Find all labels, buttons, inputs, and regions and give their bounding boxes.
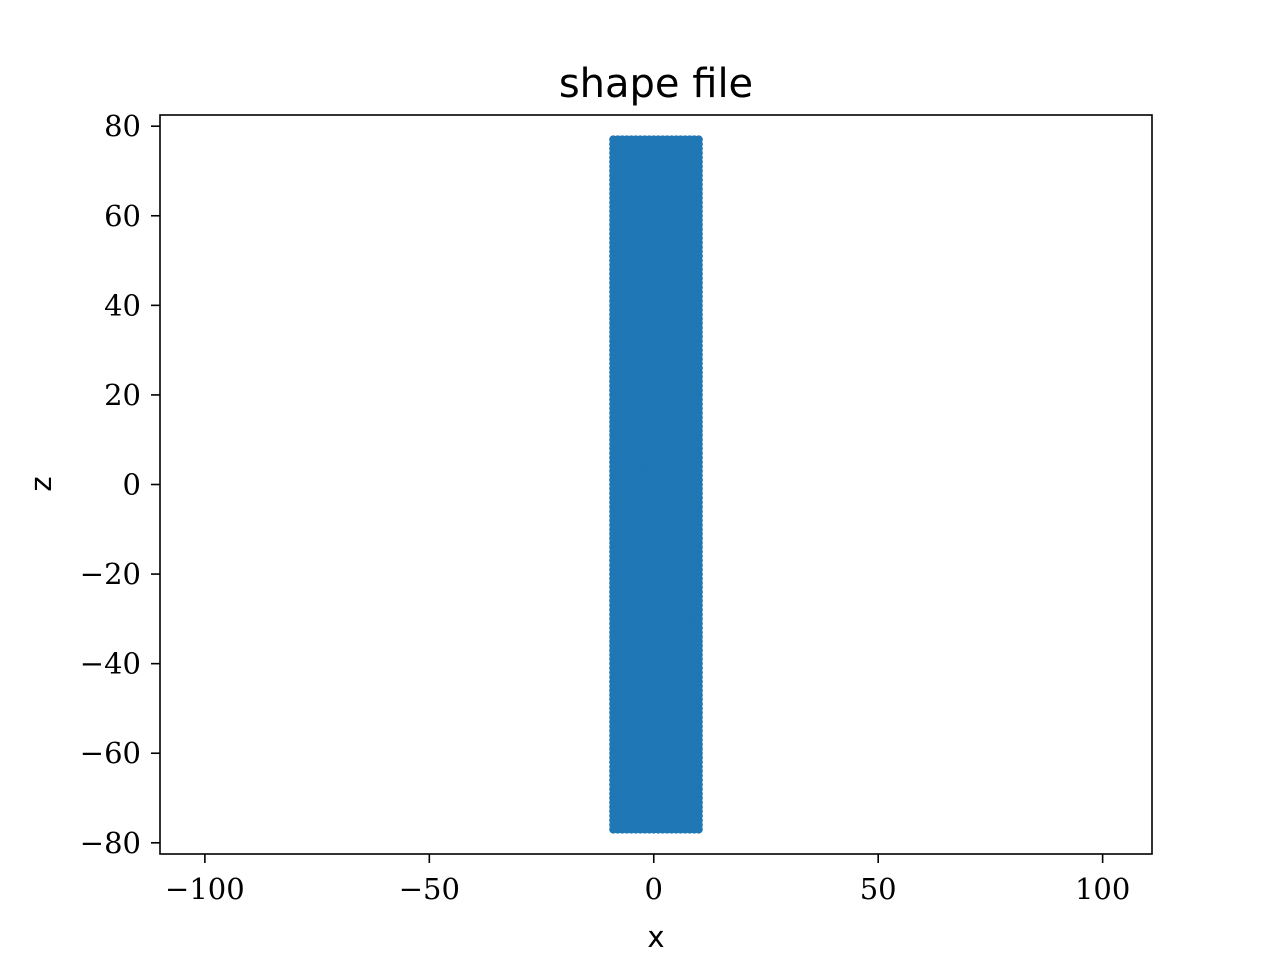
plot-area — [159, 114, 1153, 855]
y-tick-label: 80 — [104, 109, 141, 143]
y-tick-label: 60 — [104, 199, 141, 233]
x-tick-label: −50 — [399, 872, 460, 906]
x-axis: −100 −50 0 50 100 — [165, 854, 1130, 906]
y-tick-label: −60 — [80, 736, 141, 770]
y-tick-label: 0 — [123, 468, 141, 502]
y-tick-label: −40 — [80, 647, 141, 681]
y-tick-label: −20 — [80, 557, 141, 591]
x-tick-label: −100 — [165, 872, 245, 906]
scatter-point — [694, 135, 703, 144]
y-axis-label: z — [24, 476, 58, 491]
scatter-markers — [609, 135, 703, 834]
y-tick-label: 20 — [104, 378, 141, 412]
y-tick-label: 40 — [104, 288, 141, 322]
x-tick-label: 100 — [1075, 872, 1130, 906]
y-axis: −80 −60 −40 −20 0 20 40 60 80 — [80, 109, 160, 860]
y-tick-label: −80 — [80, 826, 141, 860]
x-axis-label: x — [647, 920, 664, 954]
x-tick-label: 0 — [645, 872, 663, 906]
x-tick-label: 50 — [860, 872, 897, 906]
chart-title: shape file — [559, 61, 753, 107]
